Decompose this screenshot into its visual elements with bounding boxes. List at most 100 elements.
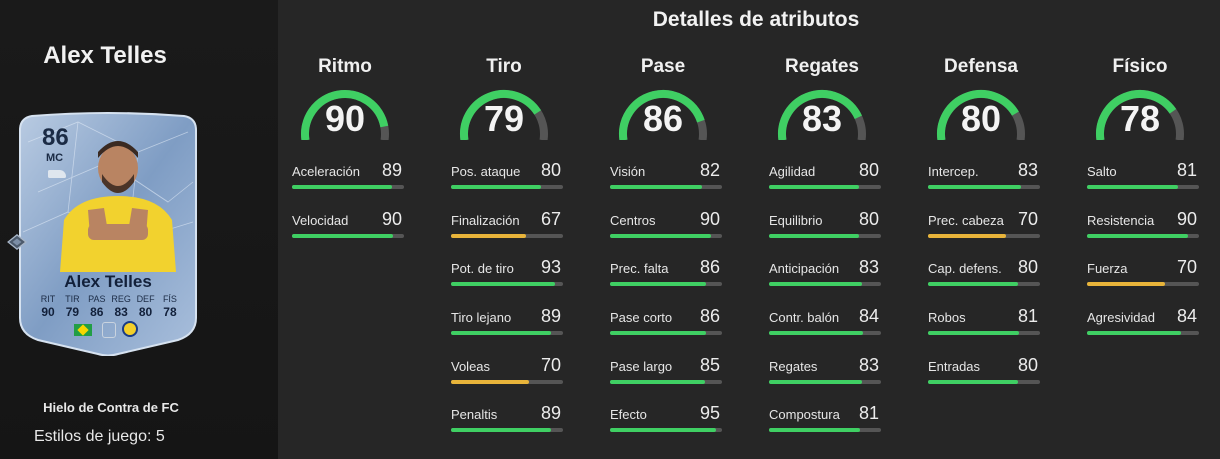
attribute-stat-bar: [451, 234, 563, 238]
card-stat-label: TIR: [65, 294, 80, 304]
gauge-fill: [301, 90, 389, 140]
league-logo-icon: [102, 322, 116, 338]
card-stat-label: DEF: [136, 294, 155, 304]
attribute-stat-bar-fill: [928, 234, 1007, 238]
attributes-title: Detalles de atributos: [652, 8, 860, 31]
attribute-stat-row: Centros 90: [610, 209, 736, 243]
attribute-category-value: 78: [1119, 98, 1161, 139]
attribute-stat-label: Voleas: [451, 359, 491, 374]
attribute-stat-row: Entradas 80: [928, 355, 1054, 389]
attribute-category-title: Tiro: [486, 56, 522, 77]
attribute-stat-bar: [928, 331, 1040, 335]
attribute-stat-row: Agilidad 80: [769, 160, 895, 194]
attribute-stat-bar-fill: [451, 331, 551, 335]
attribute-gauge: 79: [456, 84, 552, 140]
attribute-stat-value: 83: [858, 257, 879, 277]
card-stat-value: 83: [114, 305, 128, 319]
attribute-stat-bar-fill: [610, 282, 707, 286]
attribute-stat-row: Resistencia 90: [1087, 209, 1213, 243]
attribute-stat-row: Compostura 81: [769, 403, 895, 437]
attribute-stat-row: Tiro lejano 89: [451, 306, 577, 340]
card-stat-value: 79: [65, 305, 80, 319]
attribute-category-title: Defensa: [944, 56, 1018, 77]
attribute-stat-value: 83: [858, 355, 879, 375]
attribute-stat-value: 84: [1176, 306, 1197, 326]
attribute-stat-bar-fill: [928, 282, 1018, 286]
player-card[interactable]: 86 MC Alex Telles RIT TIR PAS REG DEF FÍ…: [18, 112, 198, 356]
attribute-stat-label: Agilidad: [769, 164, 816, 179]
card-stat-label: PAS: [88, 294, 106, 304]
attribute-stat-label: Prec. falta: [610, 261, 669, 276]
attribute-stat-label: Intercep.: [928, 164, 979, 179]
attribute-stat-bar-fill: [292, 185, 392, 189]
attribute-stat-bar-fill: [928, 380, 1018, 384]
evolution-diamond-icon: [7, 234, 27, 250]
boot-icon: [48, 170, 66, 178]
attribute-column: Tiro 79: [441, 56, 567, 140]
playstyles-count[interactable]: Estilos de juego: 5: [34, 428, 165, 445]
attribute-stat-value: 85: [699, 355, 720, 375]
attribute-stat-bar: [769, 282, 881, 286]
attribute-stat-row: Aceleración 89: [292, 160, 418, 194]
attribute-category-value: 80: [960, 98, 1002, 139]
attribute-stat-row: Cap. defens. 80: [928, 257, 1054, 291]
attribute-stat-label: Efecto: [610, 407, 647, 422]
card-stat-label: RIT: [40, 294, 56, 304]
attribute-stat-label: Visión: [610, 164, 646, 179]
attribute-stat-bar-fill: [610, 331, 707, 335]
attribute-stat-row: Intercep. 83: [928, 160, 1054, 194]
attribute-stat-bar: [610, 234, 722, 238]
attribute-stat-bar: [928, 234, 1040, 238]
attribute-gauge: 83: [774, 84, 870, 140]
attribute-stat-row: Voleas 70: [451, 355, 577, 389]
card-player-name: Alex Telles: [64, 272, 152, 291]
attribute-stat-bar: [769, 380, 881, 384]
attribute-stat-bar-fill: [928, 331, 1019, 335]
attribute-stat-label: Pot. de tiro: [451, 261, 514, 276]
attribute-stat-row: Agresividad 84: [1087, 306, 1213, 340]
attribute-stat-label: Tiro lejano: [451, 310, 512, 325]
attribute-category-value: 86: [642, 98, 684, 139]
card-stat-labels: RIT TIR PAS REG DEF FÍS: [36, 294, 182, 304]
attribute-stat-row: Pos. ataque 80: [451, 160, 577, 194]
attribute-stat-value: 90: [699, 209, 720, 229]
attribute-stat-bar-fill: [769, 331, 864, 335]
attribute-stat-label: Anticipación: [769, 261, 840, 276]
attribute-stat-bar: [610, 380, 722, 384]
attribute-stat-value: 89: [381, 160, 402, 180]
attribute-stat-bar-fill: [1087, 234, 1188, 238]
attribute-stat-value: 80: [858, 209, 879, 229]
brazil-flag-icon: [74, 324, 92, 336]
attribute-stat-bar-fill: [451, 428, 551, 432]
attribute-stat-bar: [451, 428, 563, 432]
attribute-stat-row: Regates 83: [769, 355, 895, 389]
attribute-category-title: Ritmo: [318, 56, 372, 77]
attribute-stat-bar: [292, 185, 404, 189]
attribute-stat-bar: [451, 380, 563, 384]
attribute-column: Regates 83: [759, 56, 885, 140]
attribute-column: Defensa 80: [918, 56, 1044, 140]
attribute-stat-bar: [769, 428, 881, 432]
card-stat-label: FÍS: [162, 294, 177, 304]
attribute-stat-bar-fill: [769, 380, 862, 384]
attribute-stat-label: Agresividad: [1087, 310, 1155, 325]
attribute-stat-row: Visión 82: [610, 160, 736, 194]
attribute-stat-label: Pase largo: [610, 359, 673, 374]
club-crest-icon: [122, 321, 138, 337]
card-position: MC: [46, 152, 64, 164]
attribute-stat-row: Robos 81: [928, 306, 1054, 340]
attribute-stat-label: Fuerza: [1087, 261, 1128, 276]
attribute-stat-value: 81: [1176, 160, 1197, 180]
card-program-label: Hielo de Contra de FC: [43, 400, 179, 415]
attribute-stat-bar-fill: [610, 380, 706, 384]
attribute-stat-bar: [1087, 234, 1199, 238]
attribute-stat-label: Penaltis: [451, 407, 498, 422]
attribute-stat-value: 95: [699, 403, 720, 423]
attribute-stat-value: 80: [858, 160, 879, 180]
attribute-column: Físico 78: [1077, 56, 1203, 140]
attribute-stat-bar: [610, 428, 722, 432]
attribute-stat-value: 86: [699, 306, 720, 326]
attribute-category-title: Pase: [640, 56, 686, 77]
attribute-stat-label: Pos. ataque: [451, 164, 521, 179]
attribute-stat-label: Cap. defens.: [928, 261, 1002, 276]
